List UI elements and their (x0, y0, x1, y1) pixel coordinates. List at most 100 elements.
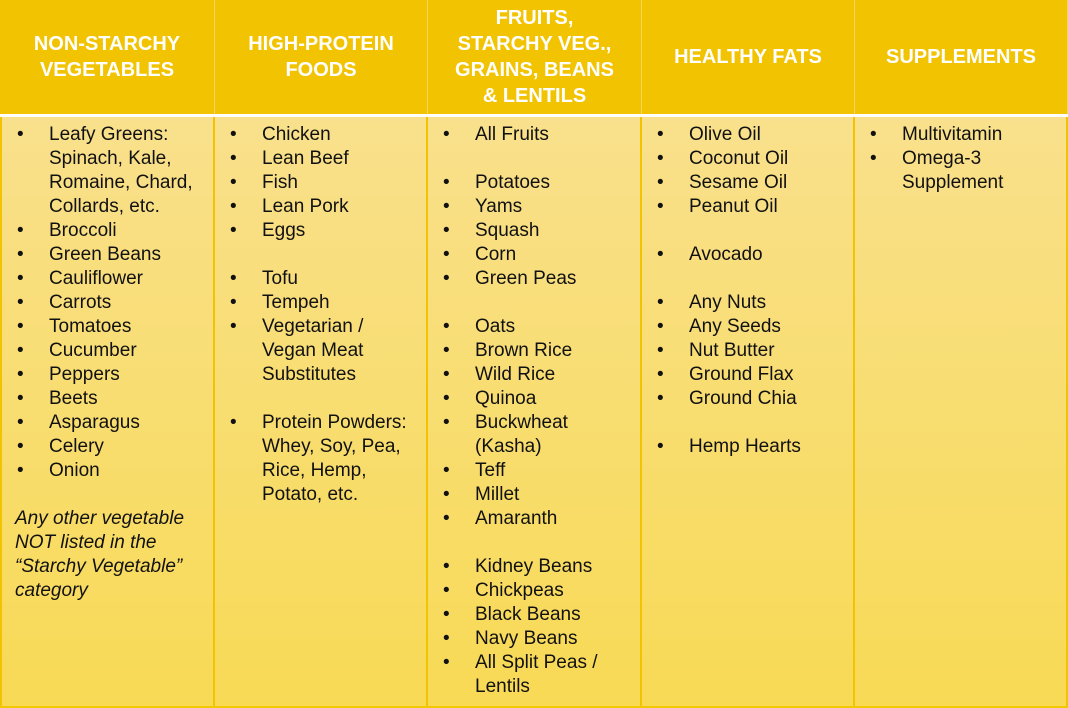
bullet-icon: • (17, 124, 24, 145)
list-spacer (642, 219, 853, 243)
list-item: • Peppers (2, 363, 213, 387)
bullet-icon: • (657, 316, 664, 337)
bullet-icon: • (870, 148, 877, 169)
item-list: • All Fruits • Potatoes • Yams • Squash • Corn • Gr… (428, 123, 640, 699)
item-text: Lean Beef (262, 148, 349, 169)
column-note: Any other vegetable NOT listed in the “S… (15, 508, 185, 601)
bullet-icon: • (17, 388, 24, 409)
bullet-icon: • (870, 124, 877, 145)
bullet-icon: • (657, 340, 664, 361)
list-item: • Kidney Beans (428, 555, 640, 579)
list-item: • Carrots (2, 291, 213, 315)
item-text: Hemp Hearts (689, 436, 801, 457)
list-item: • Ground Flax (642, 363, 853, 387)
list-item: • Sesame Oil (642, 171, 853, 195)
item-text: Fish (262, 172, 298, 193)
bullet-icon: • (657, 364, 664, 385)
item-text: Coconut Oil (689, 148, 789, 169)
bullet-icon: • (230, 412, 237, 433)
bullet-icon: • (443, 508, 450, 529)
item-text: All Fruits (475, 124, 549, 145)
item-text: Ground Flax (689, 364, 794, 385)
item-text: Cauliflower (49, 268, 143, 289)
item-text: Tempeh (262, 292, 330, 313)
list-item: • Ground Chia (642, 387, 853, 411)
item-text: Leafy Greens: Spinach, Kale, Romaine, Ch… (49, 124, 193, 217)
item-text: Broccoli (49, 220, 117, 241)
column-cell: • Chicken • Lean Beef • Fish • Lean Pork • Eggs • T… (215, 117, 428, 706)
bullet-icon: • (443, 556, 450, 577)
bullet-icon: • (230, 220, 237, 241)
bullet-icon: • (17, 292, 24, 313)
list-item: • Tempeh (215, 291, 426, 315)
bullet-icon: • (230, 172, 237, 193)
list-item: • Avocado (642, 243, 853, 267)
table-body-row: • Leafy Greens: Spinach, Kale, Romaine, C… (0, 117, 1068, 708)
list-item: • Tofu (215, 267, 426, 291)
item-text: Potatoes (475, 172, 550, 193)
list-item: • Fish (215, 171, 426, 195)
bullet-icon: • (443, 388, 450, 409)
bullet-icon: • (17, 436, 24, 457)
item-text: Lean Pork (262, 196, 349, 217)
item-text: Navy Beans (475, 628, 578, 649)
item-text: Celery (49, 436, 104, 457)
item-list: • Olive Oil • Coconut Oil • Sesame Oil • Peanut… (642, 123, 853, 459)
bullet-icon: • (443, 340, 450, 361)
item-text: Multivitamin (902, 124, 1003, 145)
bullet-icon: • (17, 316, 24, 337)
item-text: Any Nuts (689, 292, 767, 313)
item-text: Brown Rice (475, 340, 573, 361)
bullet-icon: • (443, 172, 450, 193)
list-item: • All Split Peas / Lentils (428, 651, 640, 699)
list-item: • All Fruits (428, 123, 640, 147)
list-item: • Peanut Oil (642, 195, 853, 219)
item-list: • Chicken • Lean Beef • Fish • Lean Pork • Eggs • T… (215, 123, 426, 507)
list-item: • Amaranth (428, 507, 640, 531)
item-text: Beets (49, 388, 98, 409)
item-text: Ground Chia (689, 388, 797, 409)
item-text: Sesame Oil (689, 172, 788, 193)
item-text: Kidney Beans (475, 556, 593, 577)
item-text: Millet (475, 484, 520, 505)
item-text: Tofu (262, 268, 298, 289)
column-header: NON-STARCHY VEGETABLES (0, 0, 215, 114)
list-spacer (428, 531, 640, 555)
list-item: • Wild Rice (428, 363, 640, 387)
list-item: • Leafy Greens: Spinach, Kale, Romaine, C… (2, 123, 213, 219)
item-text: Chickpeas (475, 580, 564, 601)
list-item: • Coconut Oil (642, 147, 853, 171)
column-cell: • Leafy Greens: Spinach, Kale, Romaine, C… (0, 117, 215, 706)
item-text: Peppers (49, 364, 120, 385)
bullet-icon: • (443, 484, 450, 505)
column-cell: • Olive Oil • Coconut Oil • Sesame Oil • Peanut… (642, 117, 855, 706)
item-text: Olive Oil (689, 124, 761, 145)
list-item: • Eggs (215, 219, 426, 243)
list-item: • Beets (2, 387, 213, 411)
list-item: • Quinoa (428, 387, 640, 411)
bullet-icon: • (443, 628, 450, 649)
item-text: Black Beans (475, 604, 581, 625)
bullet-icon: • (443, 580, 450, 601)
list-item: • Millet (428, 483, 640, 507)
column-cell: • Multivitamin • Omega-3 Supplement (855, 117, 1068, 706)
header-divider (0, 114, 1068, 117)
list-item: • Potatoes (428, 171, 640, 195)
bullet-icon: • (443, 604, 450, 625)
bullet-icon: • (443, 268, 450, 289)
list-item: • Chickpeas (428, 579, 640, 603)
bullet-icon: • (443, 412, 450, 433)
list-spacer (428, 291, 640, 315)
bullet-icon: • (17, 268, 24, 289)
list-item: • Corn (428, 243, 640, 267)
bullet-icon: • (443, 196, 450, 217)
list-spacer (642, 411, 853, 435)
column-header: HIGH-PROTEIN FOODS (215, 0, 428, 114)
bullet-icon: • (230, 124, 237, 145)
item-text: Protein Powders: Whey, Soy, Pea, Rice, H… (262, 412, 407, 505)
item-text: Cucumber (49, 340, 137, 361)
list-item: • Yams (428, 195, 640, 219)
item-text: Yams (475, 196, 523, 217)
bullet-icon: • (443, 220, 450, 241)
